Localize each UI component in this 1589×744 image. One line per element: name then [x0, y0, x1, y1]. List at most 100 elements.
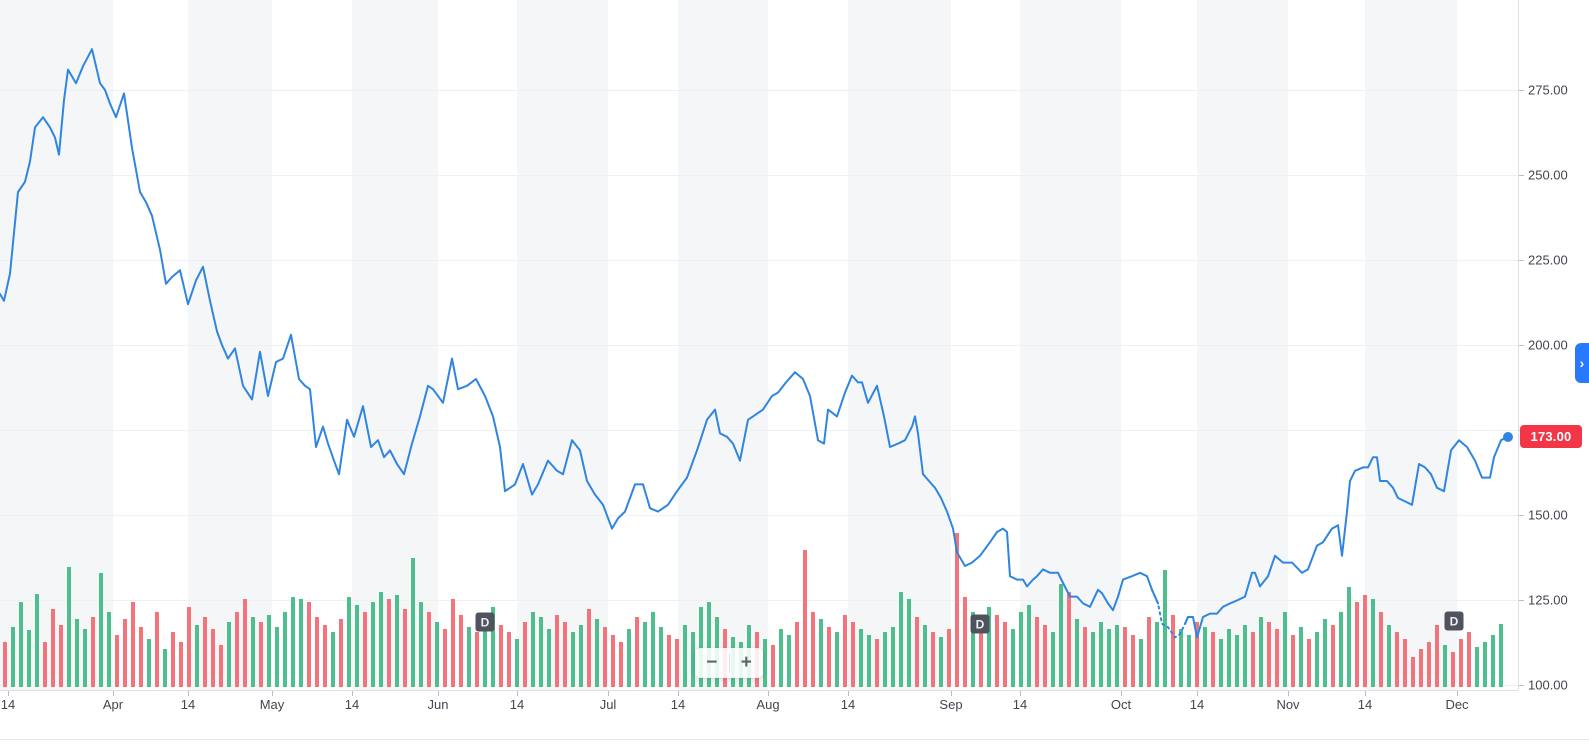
- volume-bar: [187, 607, 191, 687]
- volume-bar: [795, 622, 799, 687]
- volume-bar: [587, 609, 591, 687]
- volume-bar: [1283, 612, 1287, 687]
- volume-bar: [843, 615, 847, 687]
- volume-bar: [1323, 619, 1327, 687]
- volume-bar: [1115, 625, 1119, 687]
- dividend-marker[interactable]: D: [970, 614, 990, 634]
- volume-bar: [27, 630, 31, 687]
- volume-bar: [547, 629, 551, 687]
- volume-bar: [659, 627, 663, 687]
- volume-bar: [683, 625, 687, 687]
- gridline: [0, 90, 1518, 91]
- price-axis-tick: [1519, 175, 1524, 176]
- time-axis-label: Dec: [1445, 697, 1469, 712]
- volume-bar: [91, 617, 95, 687]
- volume-bar: [1483, 642, 1487, 687]
- volume-bar: [931, 632, 935, 687]
- volume-bar: [1027, 605, 1031, 687]
- volume-bar: [1403, 639, 1407, 687]
- volume-bar: [403, 609, 407, 687]
- zoom-in-button[interactable]: +: [730, 648, 764, 678]
- price-axis-tick: [1519, 600, 1524, 601]
- price-axis-label: 100.00: [1528, 677, 1568, 693]
- volume-bar: [619, 642, 623, 687]
- volume-bar: [867, 635, 871, 687]
- volume-bar: [315, 617, 319, 687]
- volume-bar: [19, 602, 23, 687]
- gridline: [0, 430, 1518, 431]
- volume-bar: [1211, 632, 1215, 687]
- volume-bar: [1347, 587, 1351, 687]
- volume-bar: [1067, 592, 1071, 687]
- volume-bar: [707, 602, 711, 687]
- dividend-marker[interactable]: D: [1444, 611, 1464, 631]
- volume-bar: [1363, 595, 1367, 687]
- volume-bar: [107, 612, 111, 687]
- volume-bar: [1355, 602, 1359, 687]
- volume-bar: [459, 615, 463, 687]
- price-axis-label: 150.00: [1528, 507, 1568, 523]
- time-axis-label: Aug: [756, 697, 780, 712]
- volume-bar: [627, 629, 631, 687]
- volume-bar: [1459, 639, 1463, 687]
- volume-bar: [891, 627, 895, 687]
- time-axis-label: 14: [180, 697, 196, 712]
- volume-bar: [907, 599, 911, 687]
- volume-bar: [275, 627, 279, 687]
- volume-bar: [1427, 642, 1431, 687]
- volume-bar: [947, 629, 951, 687]
- volume-bar: [1011, 629, 1015, 687]
- time-axis-label: Apr: [102, 697, 124, 712]
- zoom-controls-divider: [728, 653, 730, 673]
- volume-bar: [1123, 627, 1127, 687]
- volume-bar: [1371, 599, 1375, 687]
- volume-bar: [963, 597, 967, 687]
- price-axis-tick: [1519, 90, 1524, 91]
- volume-bar: [51, 609, 55, 687]
- volume-bar: [1443, 645, 1447, 687]
- time-axis-label: 14: [670, 697, 686, 712]
- price-axis-label: 125.00: [1528, 592, 1568, 608]
- plus-icon: +: [740, 652, 752, 673]
- volume-bar: [1059, 584, 1063, 687]
- volume-bar: [603, 627, 607, 687]
- volume-bar: [339, 619, 343, 687]
- price-line: [1184, 435, 1509, 639]
- volume-bar: [115, 635, 119, 687]
- time-axis-label: 14: [840, 697, 856, 712]
- volume-bar: [827, 627, 831, 687]
- volume-bar: [1043, 625, 1047, 687]
- volume-bar: [1331, 625, 1335, 687]
- volume-bar: [531, 612, 535, 687]
- volume-bar: [155, 612, 159, 687]
- volume-bar: [1131, 635, 1135, 687]
- volume-bar: [443, 629, 447, 687]
- time-axis-tick: [517, 691, 518, 696]
- volume-bar: [211, 629, 215, 687]
- price-axis-tick: [1519, 515, 1524, 516]
- price-axis-label: 275.00: [1528, 82, 1568, 98]
- dividend-marker[interactable]: D: [475, 612, 495, 632]
- volume-bar: [915, 617, 919, 687]
- zoom-out-button[interactable]: −: [695, 648, 729, 678]
- time-axis[interactable]: 14 Apr 14 May 14 Jun 14 Jul 14 Aug 14 Sep 14 Oct 14 Nov…: [0, 690, 1518, 721]
- volume-bar: [1491, 635, 1495, 687]
- volume-bar: [515, 639, 519, 687]
- volume-bar: [307, 602, 311, 687]
- volume-bar: [363, 612, 367, 687]
- time-axis-tick: [848, 691, 849, 696]
- scroll-right-button[interactable]: ›: [1575, 343, 1589, 383]
- volume-bar: [923, 625, 927, 687]
- gridline: [0, 260, 1518, 261]
- volume-bar: [1291, 635, 1295, 687]
- volume-bar: [1003, 622, 1007, 687]
- time-axis-label: Jun: [427, 697, 449, 712]
- volume-bar: [563, 622, 567, 687]
- volume-bar: [75, 619, 79, 687]
- volume-bar: [523, 622, 527, 687]
- volume-bar: [1499, 624, 1503, 687]
- volume-bar: [1075, 619, 1079, 687]
- volume-bar: [131, 602, 135, 687]
